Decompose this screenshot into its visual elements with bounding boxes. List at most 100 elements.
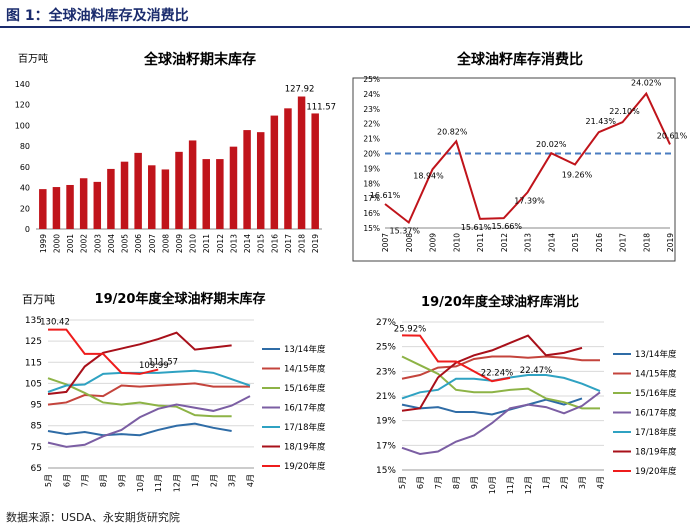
y-tick-label: 85 <box>31 422 42 432</box>
x-tick-label: 7月 <box>434 476 443 489</box>
x-tick-label: 1月 <box>191 474 200 487</box>
bar <box>66 184 74 229</box>
x-tick-label: 2013 <box>229 234 238 253</box>
x-tick-label: 10月 <box>136 474 145 492</box>
series-line <box>401 397 583 416</box>
series-line <box>47 331 232 395</box>
data-label: 20.02% <box>536 140 567 149</box>
chart-2: 全球油籽库存消费比 15% 16% 17% 18% 19% 20% 21% 22% 23% 24%… <box>352 51 688 262</box>
x-tick-label: 2009 <box>429 233 438 252</box>
y-tick-label: 135 <box>25 316 42 326</box>
x-tick-label: 2005 <box>121 234 130 253</box>
x-tick-label: 2016 <box>270 234 279 253</box>
data-label: 17.39% <box>514 196 545 205</box>
series-line <box>401 334 511 383</box>
legend-label: 18/19年度 <box>635 447 677 458</box>
x-tick-label: 12月 <box>173 474 182 492</box>
x-tick-label: 2014 <box>547 233 556 252</box>
bar <box>202 159 210 229</box>
y-tick-label: 23% <box>363 105 380 114</box>
y-tick-label: 75 <box>31 443 42 453</box>
bar <box>216 159 224 229</box>
x-tick-label: 3月 <box>578 476 587 489</box>
bar <box>107 168 115 229</box>
legend-label: 13/14年度 <box>635 349 677 360</box>
y-tick-label: 17% <box>376 441 396 451</box>
legend-label: 13/14年度 <box>284 344 326 355</box>
chart-2-frame <box>352 77 676 262</box>
chart-1: 百万吨 全球油籽期末库存 0 20 40 60 80 100 120 140 1999 2000 2… <box>15 51 336 253</box>
data-label: 16.61% <box>370 191 401 200</box>
legend-label: 17/18年度 <box>635 427 677 438</box>
data-label: 22.24% <box>481 369 513 379</box>
series-line <box>47 369 251 393</box>
bar <box>311 113 319 229</box>
x-tick-label: 2019 <box>666 233 675 252</box>
x-tick-label: 9月 <box>470 476 479 489</box>
y-tick-label: 16% <box>363 209 380 218</box>
y-tick-label: 25% <box>363 75 380 84</box>
data-label: 111.57 <box>306 102 336 112</box>
y-tick-label: 100 <box>15 121 30 130</box>
x-tick-label: 2012 <box>216 234 225 253</box>
x-tick-label: 2017 <box>619 233 628 252</box>
title-divider <box>0 26 690 28</box>
series-line <box>384 91 671 225</box>
series-line <box>401 355 600 380</box>
x-tick-label: 2008 <box>161 234 170 253</box>
x-tick-label: 4月 <box>596 476 605 489</box>
y-tick-label: 18% <box>363 179 380 188</box>
x-tick-label: 2008 <box>405 233 414 252</box>
y-tick-label: 20% <box>363 150 380 159</box>
x-tick-label: 8月 <box>99 474 108 487</box>
data-label: 15.61% <box>461 223 492 232</box>
data-label: 111.57 <box>148 358 178 368</box>
x-tick-label: 2003 <box>93 234 102 253</box>
legend-label: 19/20年度 <box>284 461 326 472</box>
x-tick-label: 4月 <box>246 474 255 487</box>
y-tick-label: 25% <box>376 343 396 353</box>
y-tick-label: 115 <box>25 358 42 368</box>
legend-label: 14/15年度 <box>284 364 326 375</box>
data-label: 130.42 <box>40 318 70 328</box>
chart-2-title: 全球油籽库存消费比 <box>456 51 583 68</box>
x-tick-label: 6月 <box>62 474 71 487</box>
legend-label: 16/17年度 <box>635 408 677 419</box>
x-tick-label: 2015 <box>571 233 580 252</box>
x-tick-label: 2018 <box>642 233 651 252</box>
data-label: 25.92% <box>394 324 426 334</box>
bar <box>161 169 170 229</box>
bar <box>93 181 102 229</box>
bar <box>256 132 265 229</box>
chart-4: 19/20年度全球油籽库消比 15% 17% 19% 21% 23% 25% 27% 5月 6月… <box>376 294 677 494</box>
x-tick-label: 9月 <box>117 474 126 487</box>
y-tick-label: 80 <box>20 142 30 151</box>
bar <box>79 178 88 229</box>
x-tick-label: 5月 <box>44 474 53 487</box>
bar <box>39 189 47 229</box>
chart-3-title: 19/20年度全球油籽期末库存 <box>95 291 266 307</box>
y-tick-label: 0 <box>25 225 30 234</box>
x-tick-label: 2018 <box>298 234 307 253</box>
data-label: 15.66% <box>491 222 522 231</box>
y-tick-label: 23% <box>376 367 396 377</box>
legend-label: 14/15年度 <box>635 369 677 380</box>
data-label: 22.47% <box>520 366 552 376</box>
x-tick-label: 2013 <box>524 233 533 252</box>
bar <box>229 146 238 229</box>
y-tick-label: 65 <box>31 464 42 474</box>
y-tick-label: 27% <box>376 318 396 328</box>
x-tick-label: 2010 <box>452 233 461 252</box>
x-tick-label: 11月 <box>154 474 163 492</box>
legend-label: 19/20年度 <box>635 466 677 477</box>
x-tick-label: 12月 <box>524 476 533 494</box>
x-tick-label: 2016 <box>595 233 604 252</box>
x-tick-label: 2017 <box>284 234 293 253</box>
x-tick-label: 2019 <box>311 234 320 253</box>
x-tick-label: 1月 <box>542 476 551 489</box>
y-tick-label: 60 <box>20 163 30 172</box>
source-note: 数据来源：USDA、永安期货研究院 <box>6 511 180 524</box>
y-tick-label: 20 <box>20 204 30 213</box>
y-tick-label: 40 <box>20 184 30 193</box>
x-tick-label: 2006 <box>134 234 143 253</box>
